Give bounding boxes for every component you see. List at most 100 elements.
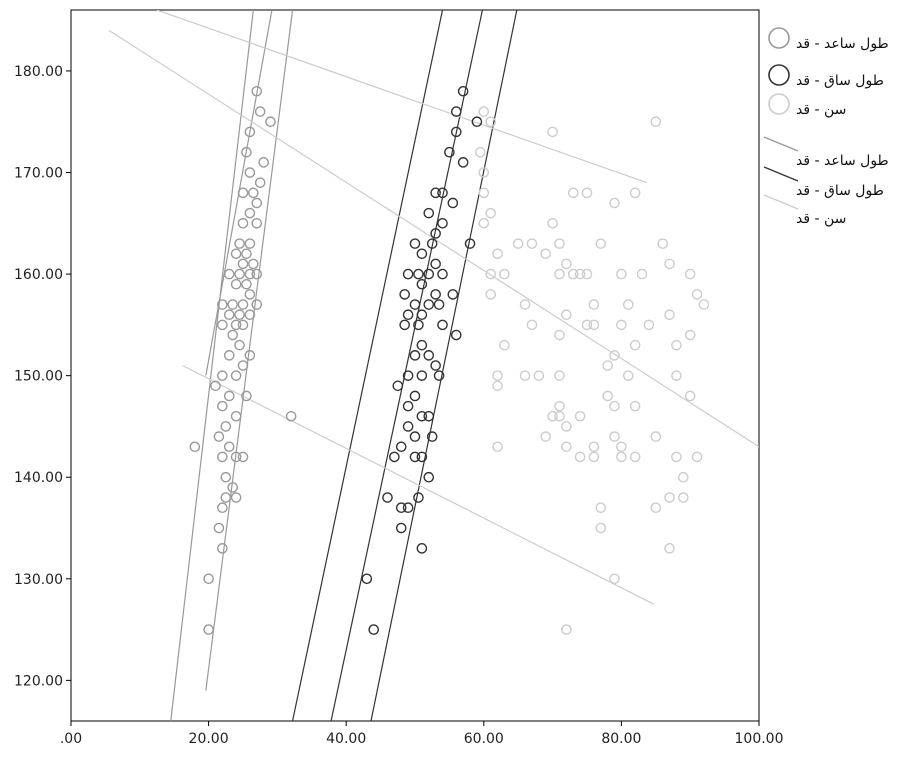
data-point (433, 299, 445, 310)
data-point (581, 187, 593, 199)
legend-marker (768, 27, 790, 49)
data-point (220, 471, 232, 483)
data-point (241, 390, 252, 402)
y-tick-label: 120.00 (14, 673, 63, 689)
data-point (409, 390, 421, 402)
data-point (423, 299, 435, 310)
series-1 (189, 85, 297, 635)
data-point (237, 217, 249, 229)
data-point (409, 451, 421, 463)
data-point (650, 502, 662, 514)
data-point (485, 116, 496, 128)
data-point (213, 431, 225, 442)
legend-point-item: طول ساعد - قد (768, 27, 889, 52)
data-point (478, 187, 490, 199)
data-point (416, 309, 428, 321)
data-point (248, 187, 259, 199)
data-point (237, 187, 249, 199)
legend-marker (768, 64, 790, 86)
data-point (609, 400, 620, 412)
data-point (217, 319, 228, 331)
data-point (526, 319, 538, 331)
ci-low-line-3 (182, 364, 655, 605)
data-point (643, 319, 655, 331)
data-point (616, 441, 627, 453)
data-point (519, 299, 531, 310)
x-tick-label: .00 (60, 731, 82, 747)
data-point (567, 187, 579, 199)
data-point (464, 238, 476, 249)
data-point (244, 238, 256, 249)
data-point (475, 146, 486, 158)
data-point (223, 268, 235, 280)
data-point (616, 319, 627, 331)
data-point (430, 289, 441, 300)
data-point (691, 289, 703, 300)
data-point (588, 319, 600, 331)
data-point (437, 187, 448, 199)
data-point (416, 248, 428, 260)
data-point (399, 289, 410, 300)
data-point (285, 410, 297, 422)
data-point (423, 350, 435, 361)
data-point (437, 217, 448, 229)
data-point (574, 451, 586, 463)
x-tick-label: 80.00 (601, 731, 641, 747)
data-point (636, 268, 648, 280)
data-point (217, 543, 228, 554)
data-point (251, 217, 263, 229)
plot-area (70, 9, 760, 722)
data-point (684, 390, 696, 402)
data-point (389, 451, 400, 463)
data-point (554, 410, 565, 422)
fit-line-3 (108, 29, 759, 448)
data-point (554, 370, 565, 381)
legend-label: سن - قد (796, 102, 846, 118)
legend-line-item: طول ساعد - قد (763, 136, 889, 169)
data-point (526, 238, 538, 249)
plot-frame (70, 9, 760, 722)
data-point (189, 441, 201, 453)
y-tick-label: 170.00 (14, 166, 63, 182)
data-point (492, 248, 503, 260)
data-point (629, 451, 641, 463)
ci-low-line-1 (170, 10, 254, 721)
data-point (561, 421, 572, 432)
data-point (499, 339, 510, 351)
data-point (399, 319, 410, 331)
ci-low-line-2 (291, 10, 444, 721)
data-point (416, 543, 428, 554)
data-point (567, 268, 579, 280)
data-point (698, 299, 710, 310)
data-point (478, 167, 490, 178)
data-point (234, 309, 245, 321)
data-point (244, 309, 256, 321)
data-point (602, 390, 613, 402)
data-point (409, 299, 421, 310)
data-point (368, 624, 380, 635)
data-point (248, 258, 259, 270)
data-point (616, 451, 627, 463)
data-point (241, 248, 252, 260)
data-point (671, 451, 682, 463)
data-point (402, 309, 414, 321)
data-point (664, 258, 675, 270)
data-point (485, 268, 496, 280)
legend-label: سن - قد (796, 211, 846, 227)
x-axis: .00 20.00 40.00 60.00 80.00 100.00 (60, 721, 784, 747)
data-point (251, 299, 263, 310)
data-point (230, 319, 242, 331)
data-point (595, 502, 607, 514)
data-point (409, 431, 421, 442)
data-point (684, 329, 696, 341)
data-point (574, 410, 586, 422)
y-tick-label: 150.00 (14, 369, 63, 385)
data-point (684, 268, 696, 280)
data-point (423, 268, 435, 280)
data-point (234, 339, 245, 351)
data-point (423, 207, 435, 219)
y-tick-label: 180.00 (14, 64, 63, 80)
data-point (217, 299, 228, 310)
data-point (244, 126, 256, 138)
